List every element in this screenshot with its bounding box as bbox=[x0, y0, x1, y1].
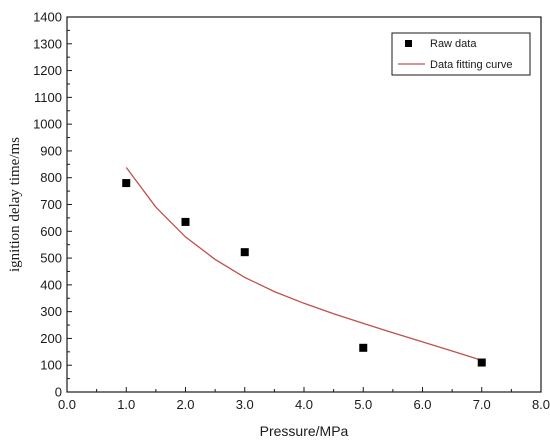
raw-data-point bbox=[122, 179, 131, 188]
x-tick-label: 2.0 bbox=[176, 397, 194, 412]
raw-data-point bbox=[359, 343, 368, 352]
x-tick-label: 1.0 bbox=[117, 397, 135, 412]
y-tick-label: 200 bbox=[40, 331, 62, 346]
legend-raw-data-label: Raw data bbox=[430, 38, 477, 50]
y-tick-label: 500 bbox=[40, 251, 62, 266]
x-tick-label: 7.0 bbox=[473, 397, 491, 412]
y-tick-label: 700 bbox=[40, 197, 62, 212]
y-tick-label: 1400 bbox=[33, 10, 62, 25]
raw-data-point bbox=[240, 248, 249, 257]
x-tick-label: 5.0 bbox=[354, 397, 372, 412]
x-axis-title: Pressure/MPa bbox=[260, 423, 349, 439]
legend-box bbox=[391, 32, 531, 76]
y-tick-label: 1000 bbox=[33, 117, 62, 132]
legend-fit-curve-label: Data fitting curve bbox=[430, 59, 513, 71]
y-tick-label: 400 bbox=[40, 277, 62, 292]
y-tick-label: 1200 bbox=[33, 63, 62, 78]
y-axis-title: ignition delay time/ms bbox=[7, 137, 23, 272]
x-tick-label: 6.0 bbox=[413, 397, 431, 412]
x-tick-label: 0.0 bbox=[58, 397, 76, 412]
x-tick-label: 3.0 bbox=[236, 397, 254, 412]
y-tick-label: 100 bbox=[40, 358, 62, 373]
legend-raw-data-marker bbox=[405, 40, 412, 47]
y-tick-label: 800 bbox=[40, 170, 62, 185]
y-axis-ticks: 0 100 200 300 400 500 600 700 800 900 1000 1100 1200… bbox=[33, 10, 72, 400]
x-axis-ticks: 0.0 1.0 2.0 3.0 4.0 5.0 6.0 7.0 8.0 bbox=[58, 387, 550, 412]
x-tick-label: 4.0 bbox=[295, 397, 313, 412]
y-tick-label: 300 bbox=[40, 304, 62, 319]
fit-curve-line bbox=[125, 167, 482, 362]
y-tick-label: 1300 bbox=[33, 36, 62, 51]
y-tick-label: 1100 bbox=[34, 90, 62, 105]
y-tick-label: 900 bbox=[40, 143, 62, 158]
y-tick-label: 0 bbox=[55, 385, 62, 400]
legend: Raw data Data fitting curve bbox=[391, 32, 531, 76]
series-layer bbox=[122, 167, 486, 367]
raw-data-point bbox=[181, 217, 190, 226]
y-tick-label: 600 bbox=[40, 224, 62, 239]
raw-data-point bbox=[477, 358, 486, 367]
x-tick-label: 8.0 bbox=[532, 397, 550, 412]
